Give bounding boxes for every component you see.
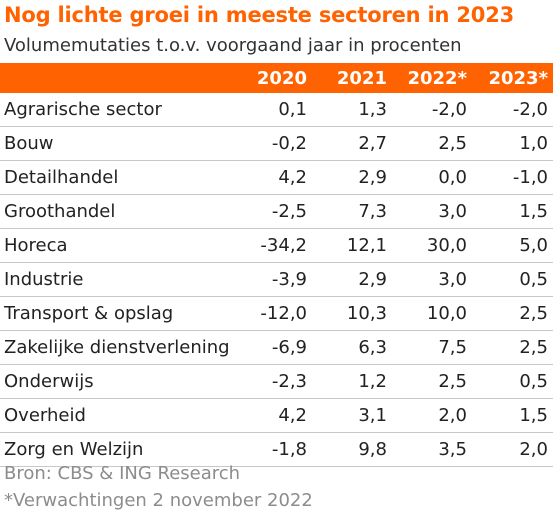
value-cell: -2,5 (232, 194, 312, 229)
value-cell: 2,5 (392, 126, 472, 161)
sector-label: Zorg en Welzijn (0, 432, 232, 467)
value-cell: 6,3 (312, 330, 392, 365)
sector-label: Overheid (0, 398, 232, 433)
value-cell: -12,0 (232, 296, 312, 331)
value-cell: 0,1 (232, 93, 312, 127)
value-cell: 2,5 (392, 364, 472, 399)
table-row: Horeca -34,2 12,1 30,0 5,0 (0, 228, 553, 263)
table-row: Agrarische sector 0,1 1,3 -2,0 -2,0 (0, 93, 553, 127)
value-cell: 2,0 (472, 432, 553, 467)
value-cell: 1,2 (312, 364, 392, 399)
source-note: Bron: CBS & ING Research (4, 463, 241, 484)
sector-label: Industrie (0, 262, 232, 297)
header-cell-sector (0, 63, 232, 93)
value-cell: -2,0 (392, 93, 472, 127)
value-cell: 10,0 (392, 296, 472, 331)
sector-label: Zakelijke dienstverlening (0, 330, 232, 365)
value-cell: 7,3 (312, 194, 392, 229)
table-body: Agrarische sector 0,1 1,3 -2,0 -2,0 Bouw -0,2 2… (0, 93, 553, 467)
header-cell-year: 2023* (472, 63, 553, 93)
table-row: Onderwijs -2,3 1,2 2,5 0,5 (0, 364, 553, 399)
table-row: Industrie -3,9 2,9 3,0 0,5 (0, 262, 553, 297)
value-cell: 1,5 (472, 398, 553, 433)
value-cell: 12,1 (312, 228, 392, 263)
sector-label: Agrarische sector (0, 93, 232, 127)
value-cell: 30,0 (392, 228, 472, 263)
sector-label: Groothandel (0, 194, 232, 229)
value-cell: 4,2 (232, 398, 312, 433)
table-row: Zorg en Welzijn -1,8 9,8 3,5 2,0 (0, 432, 553, 467)
value-cell: 3,5 (392, 432, 472, 467)
value-cell: 4,2 (232, 160, 312, 195)
data-table: 2020 2021 2022* 2023* Agrarische sector 0… (0, 63, 553, 467)
value-cell: -34,2 (232, 228, 312, 263)
value-cell: -3,9 (232, 262, 312, 297)
value-cell: 9,8 (312, 432, 392, 467)
value-cell: 10,3 (312, 296, 392, 331)
chart-title: Nog lichte groei in meeste sectoren in 2… (4, 3, 515, 27)
forecast-footnote: *Verwachtingen 2 november 2022 (4, 490, 313, 511)
table-row: Transport & opslag -12,0 10,3 10,0 2,5 (0, 296, 553, 331)
value-cell: 7,5 (392, 330, 472, 365)
value-cell: -1,0 (472, 160, 553, 195)
value-cell: 2,5 (472, 296, 553, 331)
sector-label: Transport & opslag (0, 296, 232, 331)
value-cell: 0,5 (472, 262, 553, 297)
value-cell: -0,2 (232, 126, 312, 161)
value-cell: 2,9 (312, 160, 392, 195)
sector-label: Bouw (0, 126, 232, 161)
value-cell: 2,9 (312, 262, 392, 297)
header-cell-year: 2021 (312, 63, 392, 93)
value-cell: 3,0 (392, 194, 472, 229)
value-cell: 2,5 (472, 330, 553, 365)
chart-subtitle: Volumemutaties t.o.v. voorgaand jaar in … (4, 35, 462, 56)
value-cell: 3,1 (312, 398, 392, 433)
table-row: Zakelijke dienstverlening -6,9 6,3 7,5 2,5 (0, 330, 553, 365)
value-cell: 0,0 (392, 160, 472, 195)
value-cell: -2,3 (232, 364, 312, 399)
sector-label: Detailhandel (0, 160, 232, 195)
value-cell: -1,8 (232, 432, 312, 467)
table-row: Overheid 4,2 3,1 2,0 1,5 (0, 398, 553, 433)
value-cell: 2,0 (392, 398, 472, 433)
value-cell: 0,5 (472, 364, 553, 399)
value-cell: -6,9 (232, 330, 312, 365)
value-cell: 1,3 (312, 93, 392, 127)
value-cell: 3,0 (392, 262, 472, 297)
value-cell: 2,7 (312, 126, 392, 161)
header-cell-year: 2020 (232, 63, 312, 93)
table-row: Bouw -0,2 2,7 2,5 1,0 (0, 126, 553, 161)
table-row: Groothandel -2,5 7,3 3,0 1,5 (0, 194, 553, 229)
sector-label: Horeca (0, 228, 232, 263)
header-cell-year: 2022* (392, 63, 472, 93)
value-cell: 1,0 (472, 126, 553, 161)
table-row: Detailhandel 4,2 2,9 0,0 -1,0 (0, 160, 553, 195)
value-cell: 5,0 (472, 228, 553, 263)
value-cell: -2,0 (472, 93, 553, 127)
value-cell: 1,5 (472, 194, 553, 229)
header-row: 2020 2021 2022* 2023* (0, 63, 553, 93)
sector-label: Onderwijs (0, 364, 232, 399)
